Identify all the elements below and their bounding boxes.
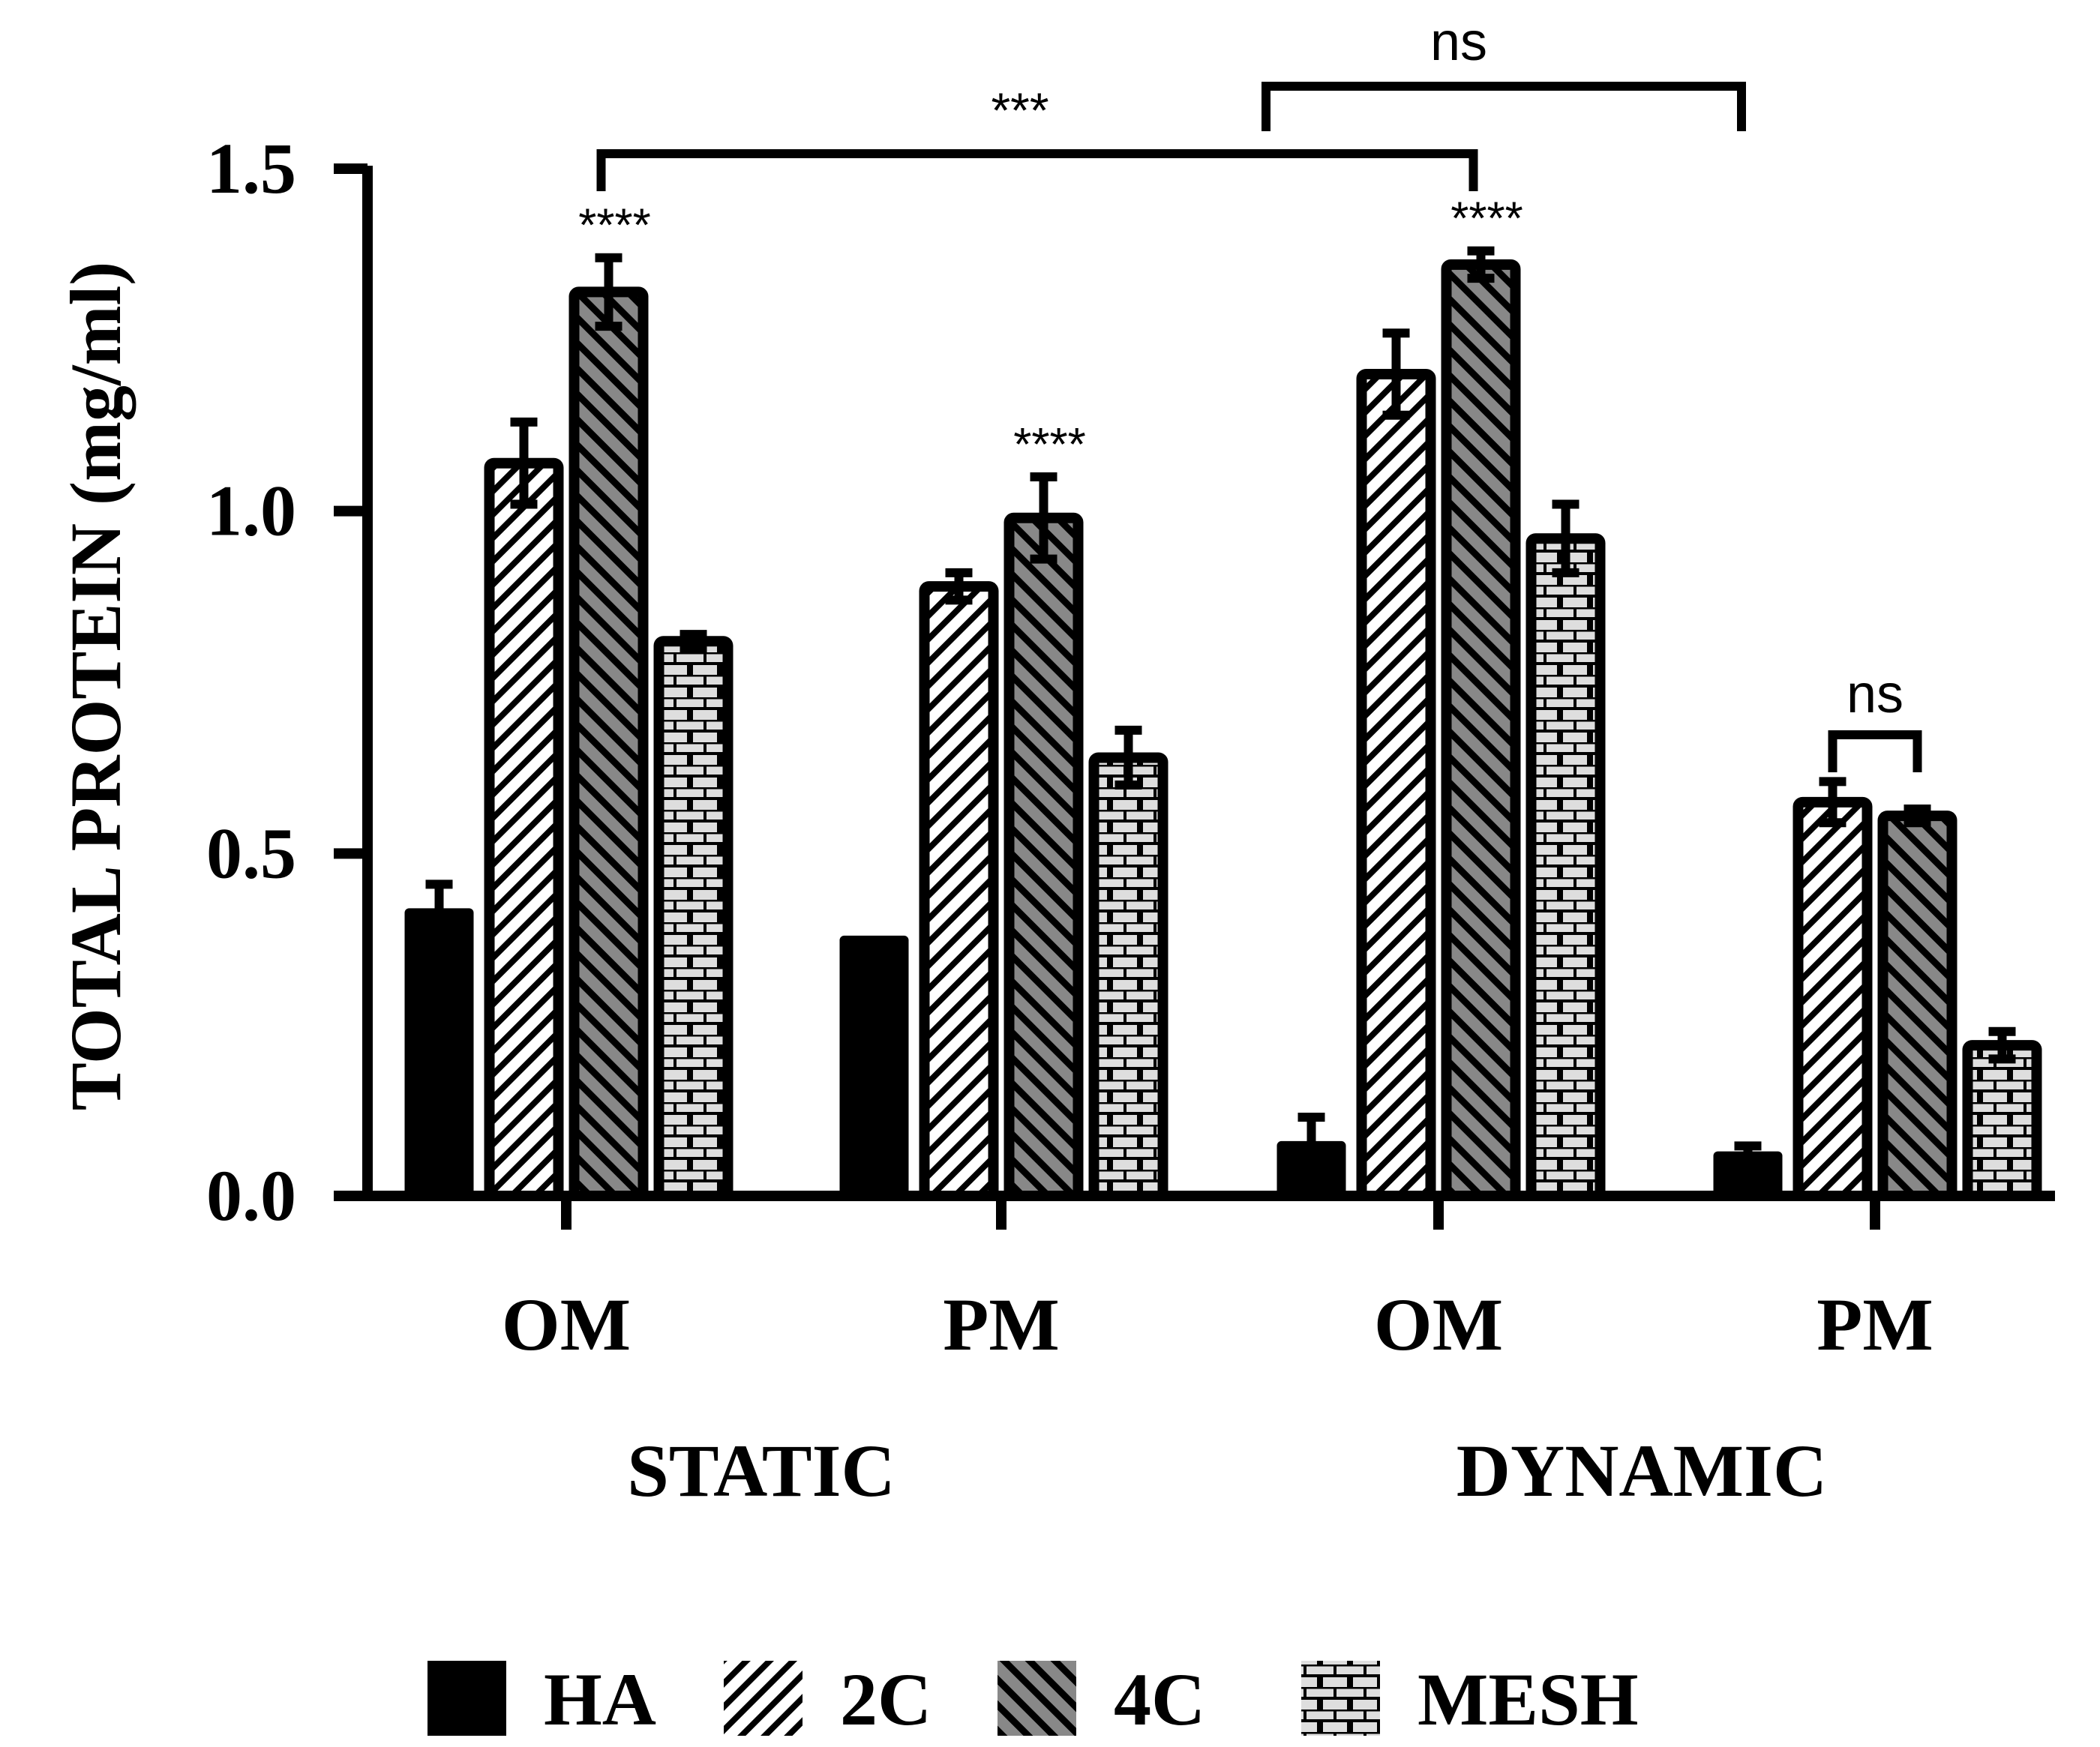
error-bar-mesh-1 — [1114, 725, 1142, 790]
bar-4c-0 — [568, 286, 649, 1201]
bar-4c-3 — [1877, 811, 1958, 1201]
x-tick-label-1: PM — [943, 1283, 1059, 1366]
bar-mesh-2 — [1526, 533, 1606, 1201]
bars — [404, 259, 2042, 1202]
bar-mesh-3 — [1962, 1040, 2042, 1201]
group-labels: STATIC DYNAMIC — [627, 1429, 1827, 1512]
y-axis-title: TOTAL PROTEIN (mg/ml) — [56, 262, 136, 1111]
bracket-ns-bottom-label: ns — [1846, 664, 1904, 724]
legend-item-2c: 2C — [724, 1658, 932, 1741]
legend-swatch-2c — [724, 1661, 802, 1736]
error-bar-4c-1 — [1030, 472, 1058, 564]
x-tick-label-3: PM — [1816, 1283, 1933, 1366]
bracket-ns-top — [1262, 82, 1746, 131]
bar-2c-1 — [919, 581, 999, 1201]
significance-stars-1: **** — [1013, 419, 1086, 471]
significance-stars-0: **** — [578, 200, 651, 252]
x-tick-label-2: OM — [1374, 1283, 1503, 1366]
bar-2c-3 — [1792, 796, 1873, 1202]
legend-swatch-ha — [428, 1661, 506, 1736]
y-tick-label-3: 1.5 — [206, 128, 296, 208]
bar-ha-0 — [404, 908, 474, 1196]
error-bar-2c-3 — [1819, 777, 1846, 828]
y-tick-label-2: 1.0 — [206, 471, 296, 551]
group-label-static: STATIC — [627, 1429, 896, 1512]
bar-4c-2 — [1441, 259, 1521, 1201]
legend-label-ha: HA — [544, 1658, 656, 1741]
y-tick-label-1: 0.5 — [206, 813, 296, 893]
significance-stars-2: **** — [1450, 193, 1523, 245]
error-bar-ha-2 — [1298, 1112, 1325, 1170]
error-bar-4c-0 — [595, 253, 622, 331]
error-bar-2c-2 — [1382, 328, 1410, 420]
error-bar-2c-1 — [945, 568, 973, 605]
bar-2c-0 — [484, 457, 564, 1201]
legend-item-ha: HA — [428, 1658, 656, 1741]
bracket-triple-star — [596, 149, 1478, 191]
legend-label-mesh: MESH — [1418, 1658, 1638, 1741]
bar-mesh-0 — [653, 636, 734, 1201]
bar-2c-2 — [1356, 369, 1436, 1201]
error-bar-mesh-0 — [680, 630, 707, 653]
legend-label-4c: 4C — [1114, 1658, 1205, 1741]
error-bar-ha-0 — [425, 879, 453, 937]
bar-4c-1 — [1004, 512, 1084, 1201]
error-bar-4c-3 — [1904, 804, 1931, 828]
bar-ha-3 — [1713, 1151, 1783, 1196]
group-label-dynamic: DYNAMIC — [1456, 1429, 1827, 1512]
error-bar-mesh-2 — [1552, 499, 1580, 577]
error-bar-ha-3 — [1734, 1141, 1762, 1161]
legend-swatch-4c — [998, 1661, 1076, 1736]
legend: HA 2C 4C MESH — [428, 1658, 1638, 1741]
bar-mesh-1 — [1088, 752, 1168, 1201]
error-bar-2c-0 — [510, 417, 538, 509]
x-tick-labels: OM PM OM PM — [502, 1283, 1934, 1366]
legend-item-mesh: MESH — [1301, 1658, 1638, 1741]
bracket-ns-bottom — [1828, 730, 1922, 772]
error-bars — [425, 246, 2016, 1170]
bracket-ns-top-label: ns — [1430, 12, 1487, 72]
legend-item-4c: 4C — [998, 1658, 1205, 1741]
legend-swatch-mesh — [1301, 1661, 1380, 1736]
error-bar-mesh-3 — [1988, 1026, 2016, 1064]
x-tick-label-0: OM — [502, 1283, 631, 1366]
legend-label-2c: 2C — [840, 1658, 932, 1741]
error-bar-4c-2 — [1467, 246, 1495, 283]
y-ticks: 0.0 0.5 1.0 1.5 — [206, 128, 368, 1236]
y-tick-label-0: 0.0 — [206, 1155, 296, 1236]
bar-ha-1 — [839, 935, 909, 1196]
bracket-triple-star-label: *** — [991, 82, 1048, 138]
